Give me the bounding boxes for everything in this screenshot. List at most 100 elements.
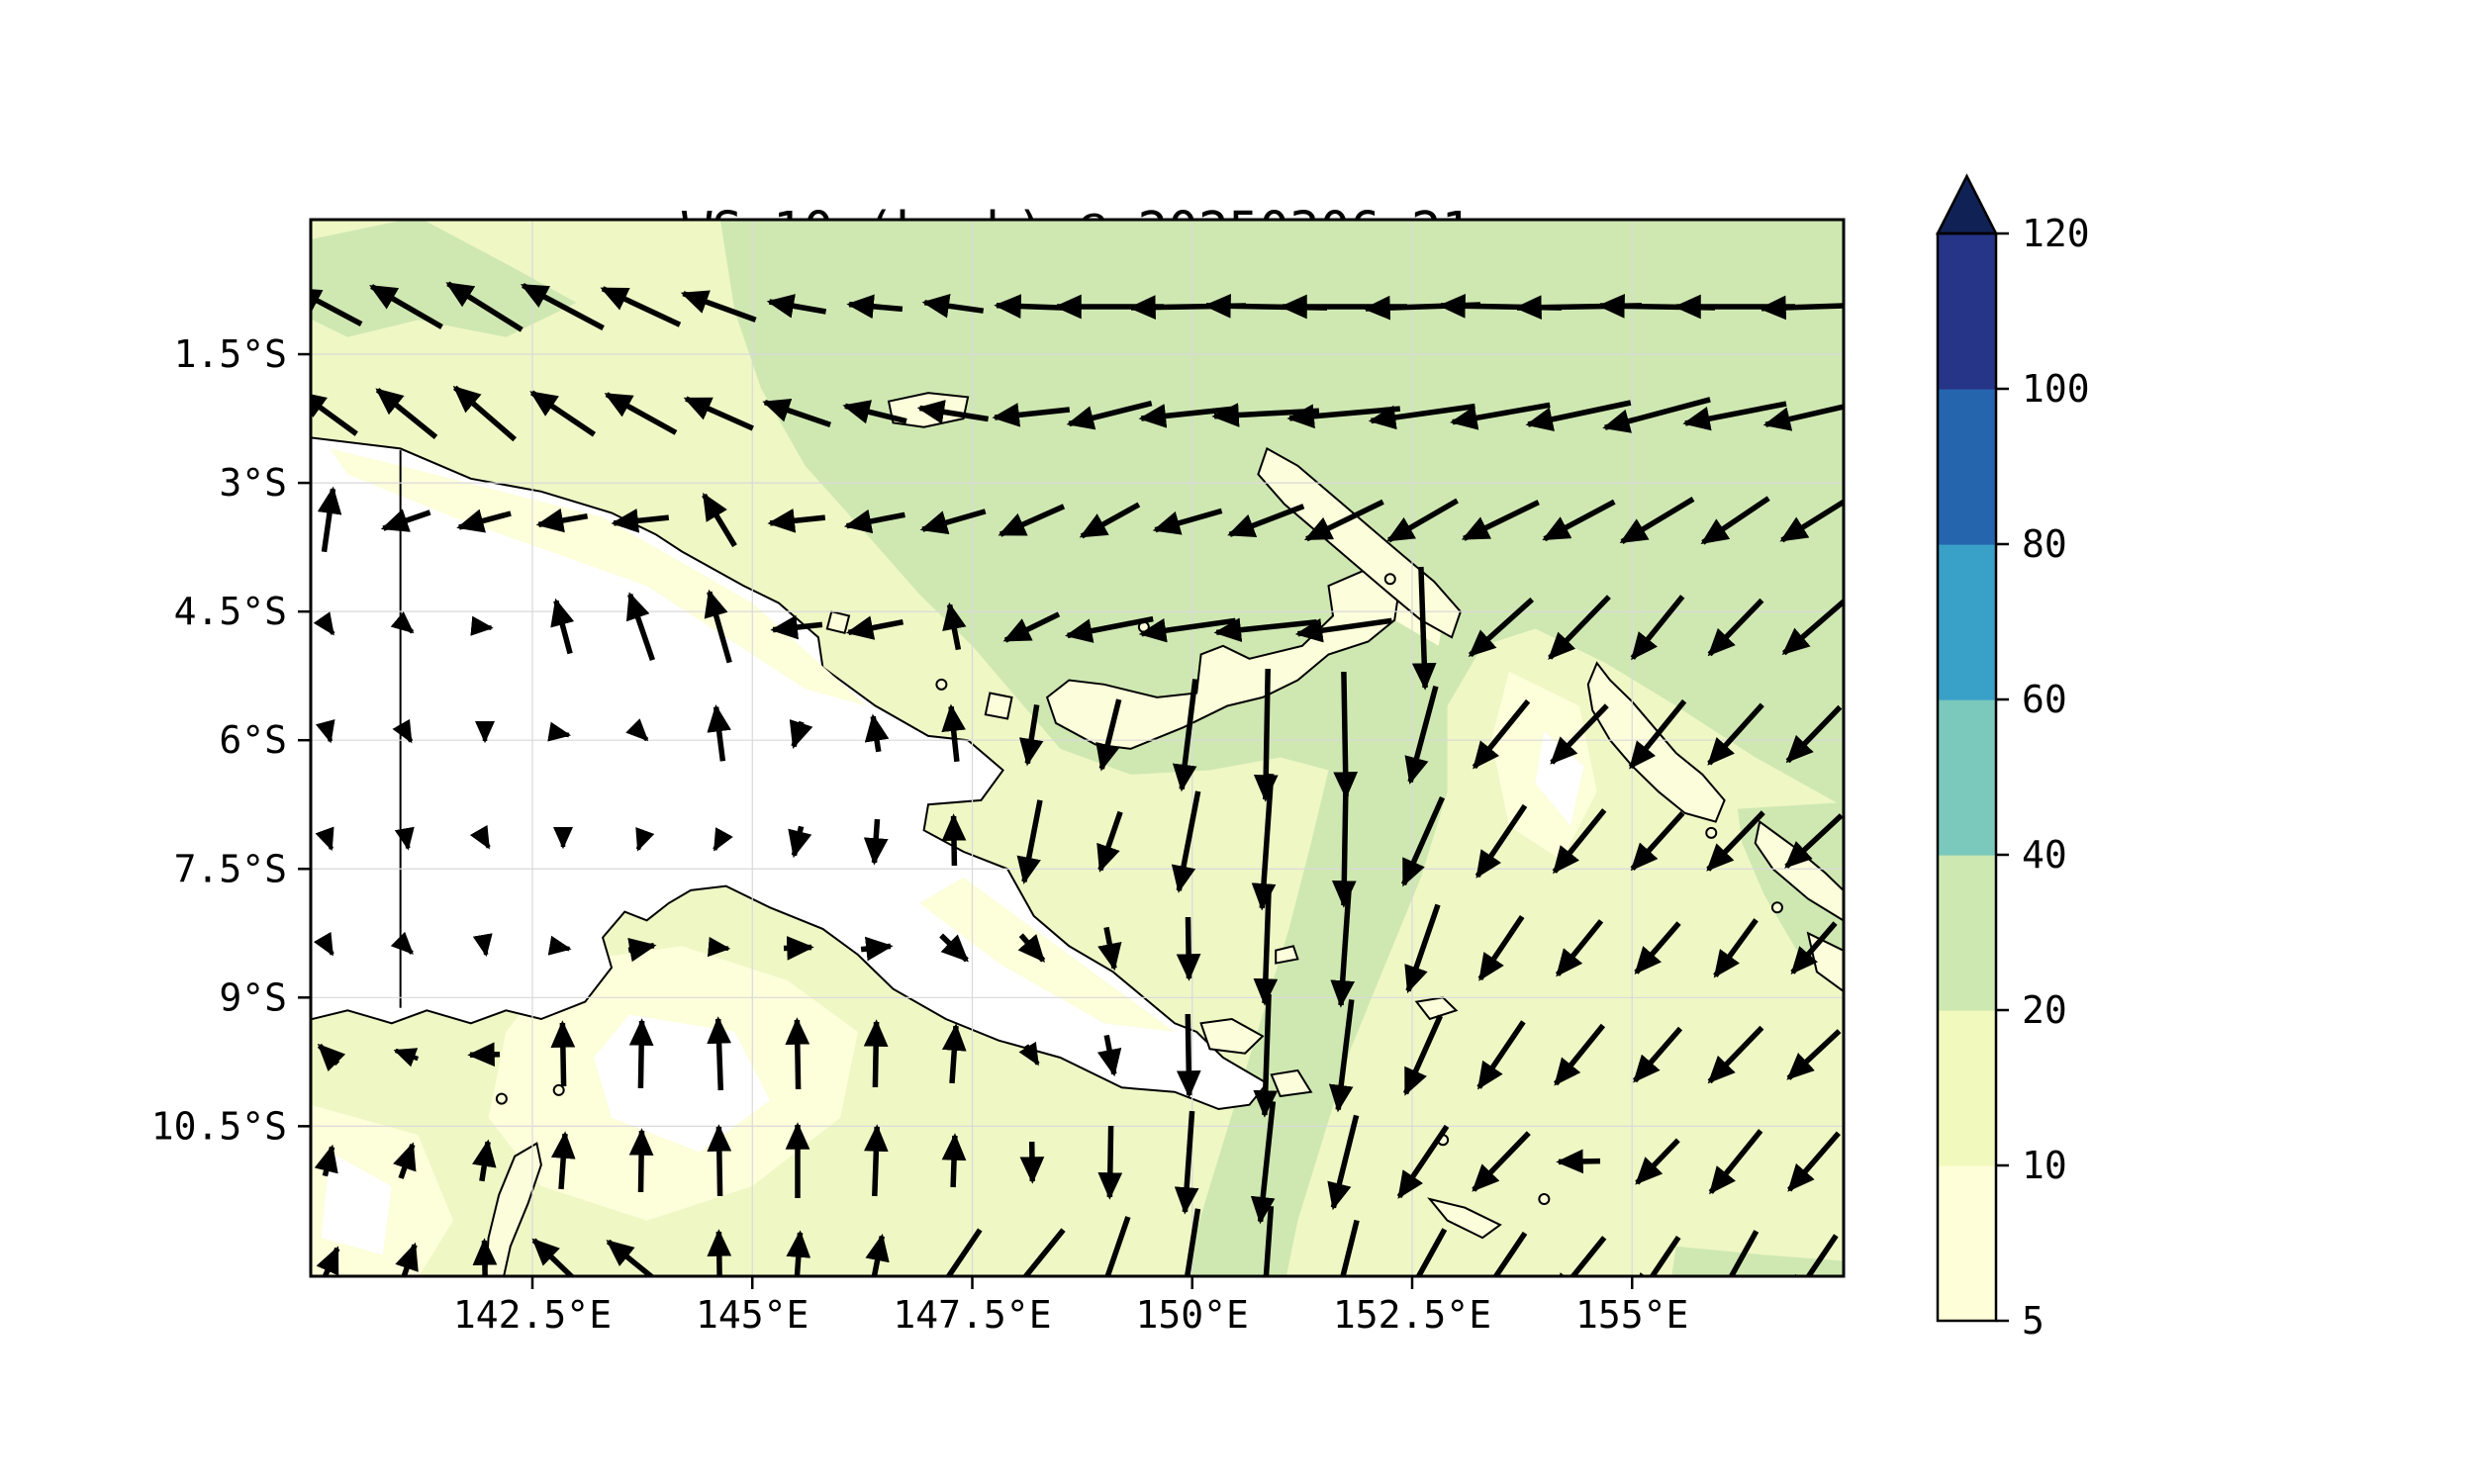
wind-arrow — [1253, 993, 1279, 1118]
coastline-island — [1257, 446, 1463, 639]
wind-arrow — [863, 818, 889, 866]
coastline-island — [825, 609, 851, 635]
wind-arrow — [550, 1131, 576, 1190]
wind-arrow — [707, 1229, 732, 1276]
wind-arrow — [1097, 1125, 1123, 1200]
coastline-island — [1270, 1068, 1313, 1098]
colorbar-segment — [1938, 389, 1996, 545]
wind-arrow — [1018, 703, 1044, 767]
wind-arrow — [1019, 1141, 1045, 1184]
windspeed-region-below-5 — [594, 1014, 770, 1153]
wind-arrow — [1404, 685, 1439, 785]
wind-arrow — [1492, 1231, 1528, 1276]
wind-arrow — [467, 1042, 501, 1067]
x-tick-label: 147.5°E — [893, 1293, 1051, 1337]
wind-arrow — [1619, 497, 1695, 544]
wind-arrow — [1250, 1101, 1277, 1225]
wind-arrow — [1340, 1219, 1360, 1276]
wind-arrow — [843, 509, 905, 534]
wind-arrow — [393, 1142, 417, 1179]
wind-arrow — [317, 486, 342, 553]
wind-arrow — [550, 1020, 576, 1087]
wind-arrow — [531, 1238, 576, 1276]
wind-arrow — [941, 1133, 967, 1188]
wind-arrow — [394, 826, 415, 851]
colorbar-tick-label: 20 — [2022, 988, 2067, 1032]
wind-arrow — [941, 703, 966, 763]
wind-arrow — [314, 1144, 338, 1177]
wind-arrow — [941, 813, 967, 867]
colorbar-tick-label: 80 — [2022, 522, 2067, 566]
wind-arrow — [1018, 1041, 1040, 1067]
wind-arrow — [520, 282, 605, 331]
wind-arrow — [625, 592, 656, 661]
wind-arrow — [939, 933, 969, 963]
y-tick-label: 1.5°S — [174, 332, 287, 376]
wind-arrow — [864, 713, 890, 753]
wind-arrow — [1415, 1228, 1448, 1276]
wind-arrow — [1550, 703, 1609, 765]
wind-arrow — [1700, 496, 1770, 545]
wind-arrow — [1402, 1014, 1444, 1096]
windspeed-region-below-5 — [321, 1152, 392, 1255]
wind-arrow — [789, 719, 813, 750]
y-tick-label: 7.5°S — [174, 847, 287, 890]
wind-arrow — [1525, 400, 1632, 431]
colorbar-tick-label: 5 — [2022, 1299, 2045, 1343]
wind-arrows — [311, 281, 1844, 1276]
wind-arrow — [1174, 1110, 1199, 1215]
coastline-island — [1427, 1197, 1502, 1240]
wind-arrow — [1331, 776, 1357, 908]
wind-arrow — [1227, 504, 1305, 537]
wind-arrow — [707, 1016, 731, 1091]
wind-arrow — [600, 286, 682, 327]
colorbar-tick-label: 120 — [2022, 212, 2090, 255]
wind-arrow — [1634, 921, 1681, 974]
wind-arrow — [1542, 499, 1616, 542]
wind-arrow — [1556, 1149, 1601, 1174]
island-dot — [935, 678, 948, 691]
wind-arrow — [1096, 1034, 1122, 1077]
wind-arrow — [1021, 1228, 1066, 1276]
wind-arrow — [1097, 926, 1122, 972]
wind-arrow — [1548, 595, 1611, 660]
wind-arrow — [311, 391, 358, 436]
wind-arrow — [317, 1043, 346, 1072]
wind-arrow — [702, 492, 737, 548]
wind-arrow — [1294, 617, 1392, 643]
wind-arrow — [390, 611, 415, 634]
wind-arrow — [470, 615, 494, 636]
wind-arrow — [313, 931, 334, 957]
wind-arrow — [625, 718, 649, 742]
wind-arrow — [1461, 500, 1540, 541]
x-tick-label: 145°E — [696, 1293, 809, 1337]
wind-arrow — [547, 721, 572, 742]
wind-arrow — [704, 589, 732, 664]
wind-arrow — [713, 827, 733, 852]
wind-arrow — [547, 935, 572, 956]
wind-arrow — [1017, 933, 1046, 963]
wind-arrow — [766, 294, 827, 319]
wind-arrow — [1472, 698, 1531, 770]
wind-arrow — [1303, 499, 1384, 542]
wind-arrow — [393, 1048, 420, 1067]
wind-arrow — [1400, 795, 1446, 887]
wind-arrow — [392, 718, 414, 744]
wind-arrow — [628, 1128, 654, 1193]
wind-arrow — [1628, 698, 1687, 770]
wind-arrow — [369, 284, 443, 329]
wind-arrow — [1251, 774, 1277, 911]
y-tick-label: 10.5°S — [151, 1104, 287, 1148]
wind-arrow — [395, 1242, 419, 1276]
wind-arrow — [1728, 1230, 1760, 1276]
coastline-island — [1414, 996, 1459, 1021]
wind-arrow — [316, 1246, 340, 1276]
wind-arrow — [783, 936, 814, 961]
map-frame — [309, 218, 1846, 1278]
wind-arrow — [860, 936, 894, 962]
wind-arrow — [315, 826, 334, 852]
wind-arrow — [1095, 698, 1122, 772]
wind-arrow — [1632, 1026, 1683, 1083]
